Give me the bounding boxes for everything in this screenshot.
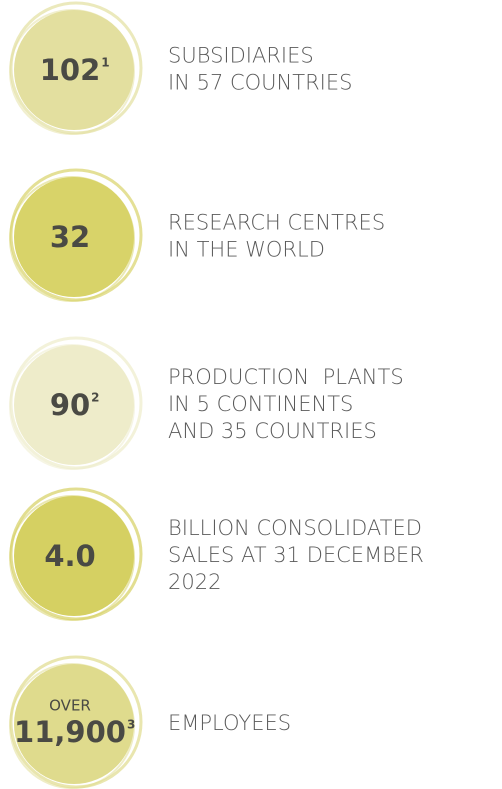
- stat-label: PRODUCTION PLANTS: [168, 365, 404, 389]
- stat-label: 2022: [168, 570, 221, 594]
- stat-item: 32 RESEARCH CENTRES IN THE WORLD: [9, 168, 385, 302]
- brush-ring: [9, 495, 135, 621]
- footnote-mark: 2: [91, 391, 99, 405]
- stat-number: 90: [50, 388, 90, 422]
- stat-circle: [14, 664, 134, 784]
- stat-item: 4.0 BILLION CONSOLIDATED SALES AT 31 DECEM…: [9, 487, 424, 621]
- stat-label: SUBSIDIARIES: [168, 44, 314, 68]
- stat-circle: [14, 10, 134, 130]
- stat-label: RESEARCH CENTRES: [168, 211, 385, 235]
- footnote-mark: 1: [101, 56, 109, 70]
- brush-ring: [9, 663, 135, 789]
- stat-circle: [14, 345, 134, 465]
- stat-number: 4.0: [44, 539, 95, 573]
- stat-number: 32: [50, 220, 90, 254]
- stat-label: IN 5 CONTINENTS: [168, 392, 353, 416]
- number-prefix: OVER: [49, 697, 91, 715]
- stat-label: BILLION CONSOLIDATED: [168, 516, 422, 540]
- stat-label: IN THE WORLD: [168, 238, 325, 262]
- stat-label: IN 57 COUNTRIES: [168, 71, 352, 95]
- stat-number: 102: [40, 53, 101, 87]
- stat-label: EMPLOYEES: [168, 711, 291, 735]
- footnote-mark: 3: [127, 718, 135, 732]
- stat-item: 90 2 PRODUCTION PLANTS IN 5 CONTINENTS AND 3…: [9, 336, 404, 470]
- stat-circle: [14, 496, 134, 616]
- brush-ring: [9, 344, 135, 470]
- stat-number: 11,900: [14, 715, 126, 749]
- stat-label: AND 35 COUNTRIES: [168, 419, 377, 443]
- brush-ring: [9, 9, 135, 135]
- brush-ring: [9, 176, 135, 302]
- stat-item: 102 1 SUBSIDIARIES IN 57 COUNTRIES: [9, 1, 352, 135]
- stat-circle: [14, 177, 134, 297]
- stat-label: SALES AT 31 DECEMBER: [168, 543, 424, 567]
